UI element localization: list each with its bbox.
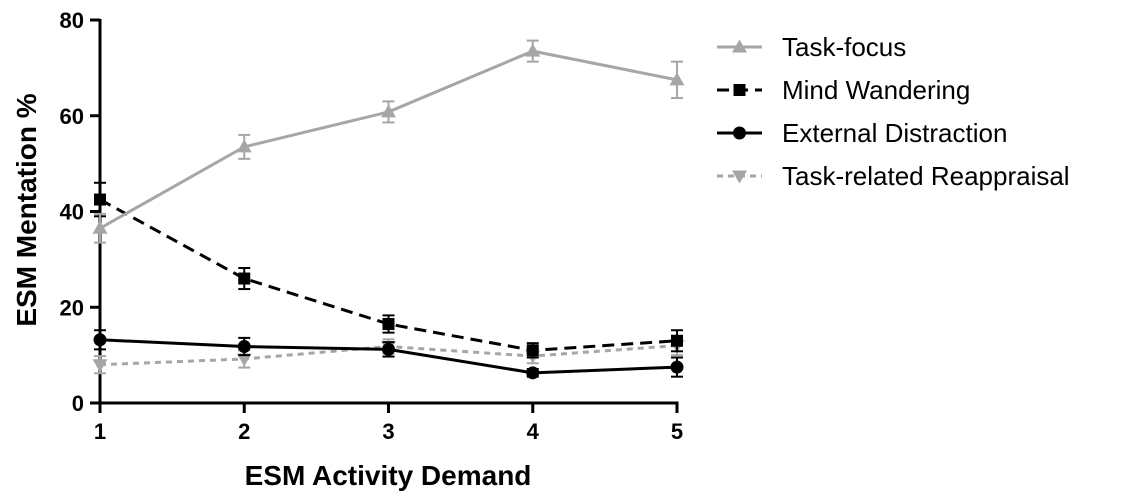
- legend-label-task-focus: Task-focus: [782, 32, 906, 62]
- y-tick-label-80: 80: [60, 8, 84, 33]
- legend-marker-external-distraction: [733, 126, 746, 140]
- data-point-task-focus-3: [381, 104, 396, 118]
- legend-label-external-distraction: External Distraction: [782, 118, 1007, 148]
- series-task-focus: [92, 39, 685, 244]
- x-tick-label-3: 3: [382, 419, 394, 444]
- legend-label-task-related-reappraisal: Task-related Reappraisal: [782, 161, 1070, 191]
- data-point-task-focus-5: [669, 72, 685, 86]
- y-tick-label-20: 20: [60, 295, 84, 320]
- data-point-external-distraction-3: [382, 342, 395, 356]
- legend-item-external-distraction: External Distraction: [717, 118, 1007, 148]
- legend-item-task-focus: Task-focus: [717, 32, 906, 62]
- x-axis-title: ESM Activity Demand: [245, 460, 532, 491]
- legend-marker-mind-wandering: [733, 84, 746, 96]
- axes: 0 20 40 60 80 1 2 3 4 5: [60, 8, 684, 444]
- data-point-mind-wandering-3: [382, 318, 395, 331]
- data-point-task-focus-4: [525, 43, 541, 57]
- x-tick-label-1: 1: [94, 419, 106, 444]
- data-point-task-focus-1: [92, 220, 108, 234]
- data-point-task-focus-2: [236, 139, 252, 153]
- series-external-distraction: [93, 329, 684, 380]
- series-line-task-focus: [99, 49, 678, 230]
- y-axis-title: ESM Mentation %: [11, 93, 42, 326]
- data-point-external-distraction-1: [93, 333, 107, 347]
- data-point-mind-wandering-4: [526, 344, 539, 357]
- series-layer: [92, 39, 685, 380]
- y-tick-label-0: 0: [72, 391, 84, 416]
- x-tick-label-4: 4: [527, 419, 540, 444]
- data-point-external-distraction-2: [237, 340, 251, 354]
- data-point-task-related-reappraisal-2: [236, 353, 252, 367]
- legend-marker-task-focus: [732, 39, 747, 53]
- data-point-task-related-reappraisal-1: [92, 359, 108, 373]
- legend-label-mind-wandering: Mind Wandering: [782, 75, 970, 105]
- data-point-mind-wandering-2: [238, 272, 251, 285]
- data-point-external-distraction-5: [670, 360, 684, 374]
- legend-item-mind-wandering: Mind Wandering: [717, 75, 970, 105]
- x-tick-label-2: 2: [238, 419, 250, 444]
- series-mind-wandering: [94, 181, 683, 359]
- y-tick-label-40: 40: [60, 200, 84, 225]
- data-point-mind-wandering-5: [671, 334, 683, 347]
- y-tick-label-60: 60: [60, 104, 84, 129]
- legend: Task-focus Mind Wandering External Distrac…: [717, 32, 1070, 191]
- data-point-mind-wandering-1: [94, 193, 106, 206]
- data-point-external-distraction-4: [526, 366, 540, 380]
- legend-marker-task-related-reappraisal: [732, 170, 747, 184]
- x-tick-label-5: 5: [671, 419, 683, 444]
- legend-item-task-related-reappraisal: Task-related Reappraisal: [717, 161, 1070, 191]
